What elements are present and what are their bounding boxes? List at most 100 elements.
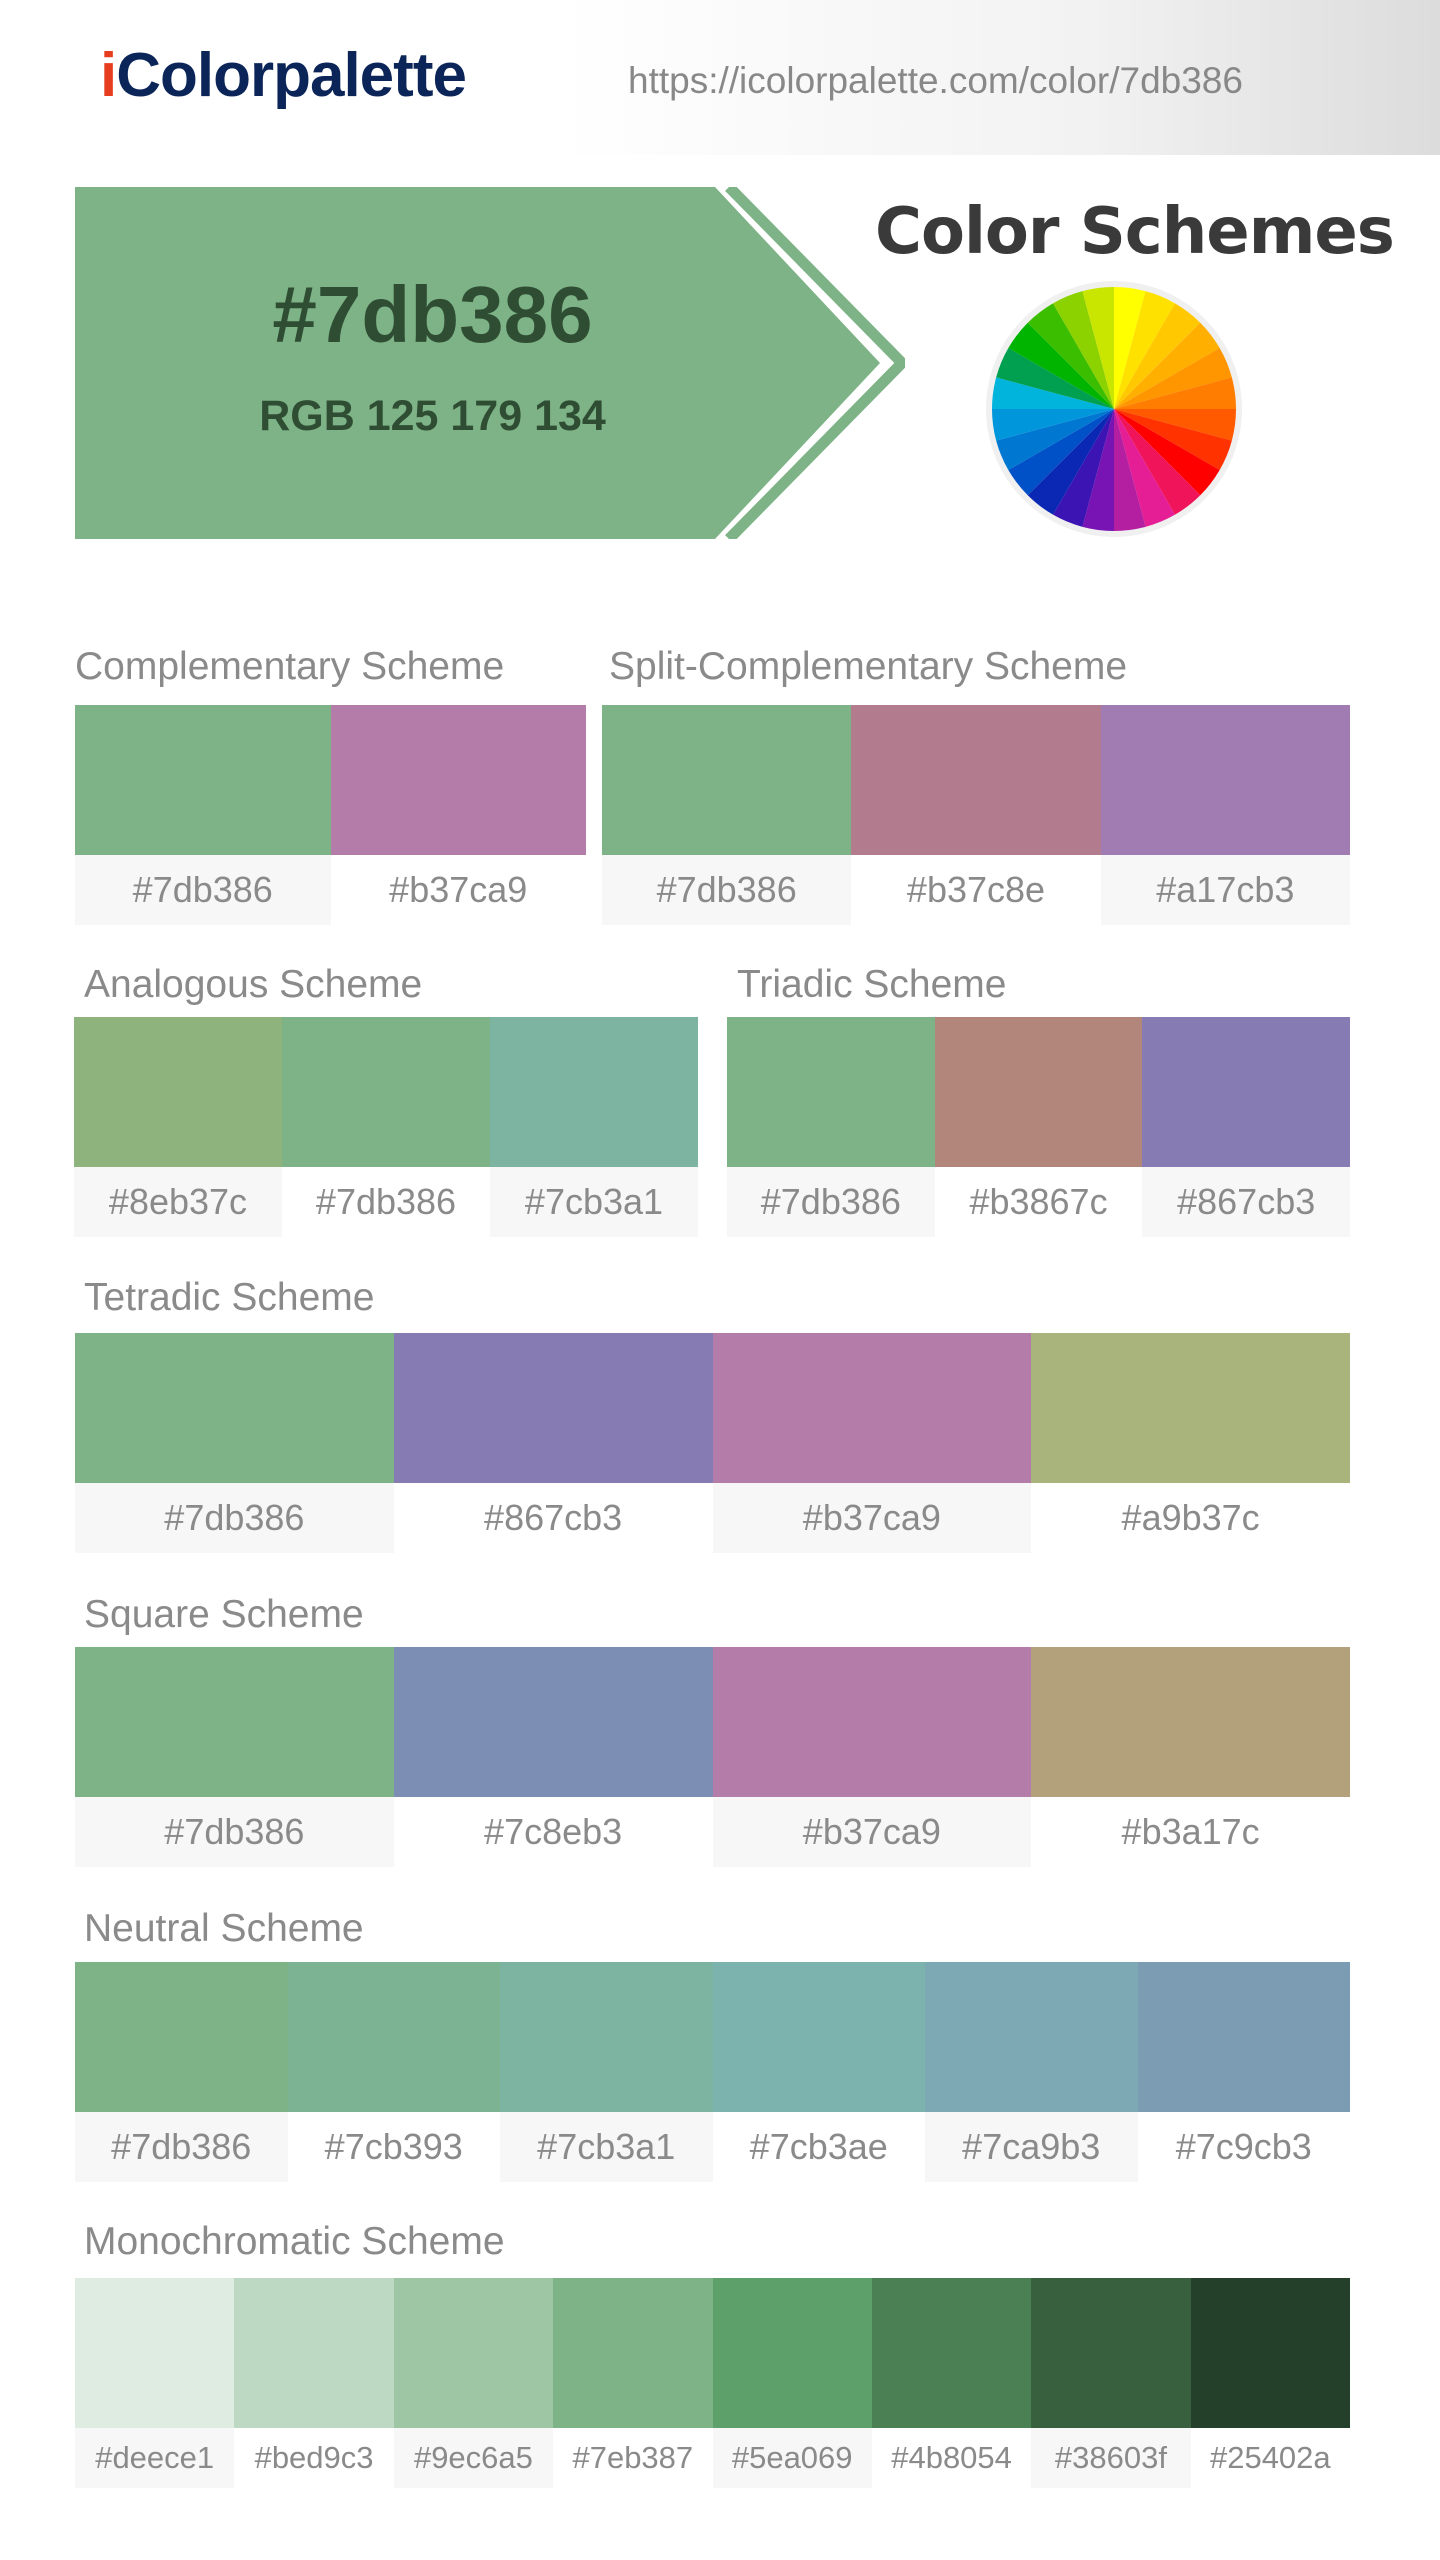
wheel-segment bbox=[1027, 409, 1114, 515]
wheel-segment bbox=[1114, 287, 1146, 409]
swatch-hex-label: #b3867c bbox=[969, 1181, 1108, 1222]
swatch-item[interactable]: #7db386 bbox=[727, 1017, 935, 1237]
swatch-item[interactable]: #b37ca9 bbox=[712, 1333, 1032, 1553]
swatch-item[interactable]: #b3867c bbox=[934, 1017, 1143, 1237]
swatch-item[interactable]: #7ca9b3 bbox=[925, 1962, 1138, 2182]
color-swatch[interactable] bbox=[393, 1333, 713, 1483]
swatch-hex-label: #867cb3 bbox=[1142, 1167, 1351, 1237]
swatch-item[interactable]: #7db386 bbox=[75, 1333, 394, 1553]
color-swatch[interactable] bbox=[75, 1333, 394, 1483]
logo-i: i bbox=[100, 41, 117, 110]
color-swatch[interactable] bbox=[500, 1962, 713, 2112]
color-swatch[interactable] bbox=[74, 1017, 282, 1167]
wheel-segment bbox=[1114, 377, 1236, 409]
wheel-segment bbox=[1114, 409, 1146, 531]
color-swatch[interactable] bbox=[393, 1647, 713, 1797]
color-swatch[interactable] bbox=[75, 1647, 394, 1797]
page-url[interactable]: https://icolorpalette.com/color/7db386 bbox=[628, 60, 1243, 101]
swatch-hex-label: #5ea069 bbox=[712, 2428, 872, 2488]
swatch-item[interactable]: #7cb3a1 bbox=[490, 1017, 698, 1237]
swatch-hex-label: #deece1 bbox=[75, 2428, 235, 2488]
color-swatch[interactable] bbox=[1142, 1017, 1351, 1167]
color-swatch[interactable] bbox=[75, 2278, 235, 2428]
monochromatic-title: Monochromatic Scheme bbox=[84, 2220, 505, 2263]
color-swatch[interactable] bbox=[925, 1962, 1138, 2112]
swatch-item[interactable]: #7db386 bbox=[602, 705, 852, 925]
color-swatch[interactable] bbox=[712, 2278, 872, 2428]
swatch-hex-label: #7ca9b3 bbox=[925, 2112, 1138, 2182]
wheel-segment bbox=[992, 377, 1114, 409]
color-swatch[interactable] bbox=[602, 705, 852, 855]
swatch-hex-label: #7cb3a1 bbox=[500, 2112, 713, 2182]
analogous-scheme: #8eb37c #7db386 #7cb3a1 bbox=[74, 1017, 698, 1237]
swatch-hex-label: #7db386 bbox=[75, 1797, 394, 1867]
swatch-item[interactable]: #867cb3 bbox=[393, 1333, 713, 1553]
color-swatch[interactable] bbox=[712, 1647, 1032, 1797]
color-swatch[interactable] bbox=[727, 1017, 935, 1167]
color-swatch[interactable] bbox=[393, 2278, 554, 2428]
wheel-segment bbox=[992, 409, 1114, 441]
swatch-item[interactable]: #bed9c3 bbox=[234, 2278, 394, 2488]
swatch-item[interactable]: #b37ca9 bbox=[330, 705, 586, 925]
color-swatch[interactable] bbox=[712, 1962, 925, 2112]
color-swatch[interactable] bbox=[490, 1017, 698, 1167]
color-swatch[interactable] bbox=[330, 705, 586, 855]
swatch-item[interactable]: #deece1 bbox=[75, 2278, 235, 2488]
swatch-item[interactable]: #7c8eb3 bbox=[393, 1647, 713, 1867]
wheel-segment bbox=[1114, 322, 1220, 409]
color-swatch[interactable] bbox=[287, 1962, 500, 2112]
hero-hex-value: #7db386 bbox=[272, 270, 593, 359]
color-swatch[interactable] bbox=[851, 705, 1101, 855]
swatch-item[interactable]: #38603f bbox=[1031, 2278, 1191, 2488]
color-swatch[interactable] bbox=[712, 1333, 1032, 1483]
swatch-item[interactable]: #7eb387 bbox=[553, 2278, 713, 2488]
hero-rgb-value: RGB 125 179 134 bbox=[259, 392, 606, 440]
swatch-hex-label: #7cb3ae bbox=[749, 2126, 888, 2167]
swatch-item[interactable]: #867cb3 bbox=[1142, 1017, 1351, 1237]
swatch-item[interactable]: #b3a17c bbox=[1031, 1647, 1350, 1867]
swatch-item[interactable]: #25402a bbox=[1190, 2278, 1350, 2488]
swatch-item[interactable]: #9ec6a5 bbox=[393, 2278, 554, 2488]
swatch-hex-label: #4b8054 bbox=[891, 2440, 1012, 2475]
swatch-item[interactable]: #a17cb3 bbox=[1100, 705, 1350, 925]
color-swatch[interactable] bbox=[871, 2278, 1032, 2428]
swatch-hex-label: #7db386 bbox=[315, 1181, 457, 1222]
color-swatch[interactable] bbox=[75, 1962, 288, 2112]
swatch-item[interactable]: #5ea069 bbox=[712, 2278, 872, 2488]
swatch-item[interactable]: #7db386 bbox=[75, 705, 331, 925]
swatch-item[interactable]: #7db386 bbox=[282, 1017, 490, 1237]
wheel-segment bbox=[1114, 409, 1201, 515]
triadic-title: Triadic Scheme bbox=[737, 963, 1007, 1006]
swatch-item[interactable]: #b37c8e bbox=[851, 705, 1101, 925]
swatch-item[interactable]: #7db386 bbox=[75, 1647, 394, 1867]
color-swatch[interactable] bbox=[1031, 1333, 1350, 1483]
color-swatch[interactable] bbox=[1031, 2278, 1191, 2428]
complementary-title: Complementary Scheme bbox=[75, 645, 505, 688]
color-swatch[interactable] bbox=[282, 1017, 490, 1167]
color-swatch[interactable] bbox=[75, 705, 331, 855]
swatch-item[interactable]: #7cb3ae bbox=[712, 1962, 925, 2182]
color-swatch[interactable] bbox=[234, 2278, 394, 2428]
color-swatch[interactable] bbox=[1137, 1962, 1350, 2112]
swatch-item[interactable]: #7cb3a1 bbox=[500, 1962, 713, 2182]
swatch-item[interactable]: #4b8054 bbox=[871, 2278, 1032, 2488]
color-swatch[interactable] bbox=[1031, 1647, 1350, 1797]
swatch-hex-label: #bed9c3 bbox=[254, 2440, 374, 2475]
swatch-item[interactable]: #b37ca9 bbox=[712, 1647, 1032, 1867]
swatch-item[interactable]: #7c9cb3 bbox=[1137, 1962, 1350, 2182]
square-title: Square Scheme bbox=[84, 1593, 364, 1636]
color-swatch[interactable] bbox=[1100, 705, 1350, 855]
complementary-scheme: #7db386 #b37ca9 bbox=[75, 705, 586, 925]
site-logo[interactable]: iColorpalette bbox=[100, 40, 467, 111]
color-swatch[interactable] bbox=[553, 2278, 713, 2428]
swatch-item[interactable]: #8eb37c bbox=[74, 1017, 282, 1237]
swatch-item[interactable]: #7cb393 bbox=[287, 1962, 500, 2182]
square-scheme: #7db386 #7c8eb3 #b37ca9 #b3a17c bbox=[75, 1647, 1350, 1867]
color-swatch[interactable] bbox=[934, 1017, 1143, 1167]
swatch-hex-label: #7c9cb3 bbox=[1175, 2126, 1312, 2167]
color-swatch[interactable] bbox=[1190, 2278, 1350, 2428]
wheel-segment bbox=[1114, 409, 1232, 470]
swatch-item[interactable]: #7db386 bbox=[75, 1962, 288, 2182]
swatch-item[interactable]: #a9b37c bbox=[1031, 1333, 1350, 1553]
wheel-segment bbox=[1114, 409, 1236, 441]
